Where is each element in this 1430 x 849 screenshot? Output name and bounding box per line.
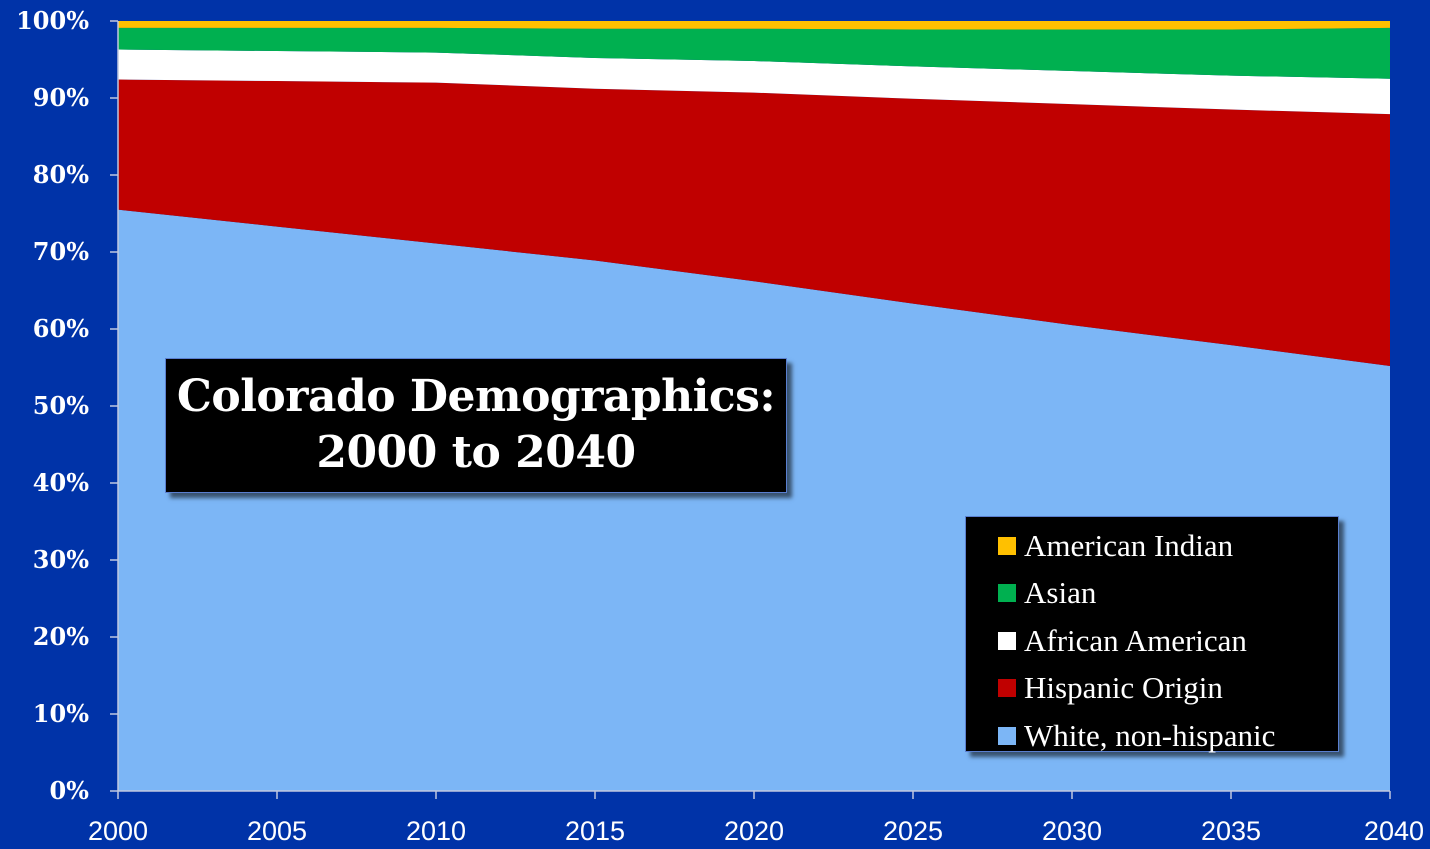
chart-legend: American Indian Asian African American H… [965, 516, 1339, 753]
area-asian [118, 27, 1390, 79]
area-african-american [118, 49, 1390, 115]
x-tick-label: 2025 [883, 816, 943, 846]
y-tick-label: 90% [33, 83, 89, 112]
legend-swatch-hispanic-origin [998, 679, 1016, 698]
legend-label-american-indian: American Indian [1024, 527, 1234, 563]
area-american-indian [118, 21, 1390, 30]
legend-swatch-white-non-hispanic [998, 726, 1016, 745]
x-axis-ticks: 2000 2005 2010 2015 2020 2025 2030 2035 2040 [88, 791, 1424, 846]
y-tick-label: 30% [33, 545, 89, 574]
legend-label-asian: Asian [1024, 575, 1097, 611]
y-tick-label: 80% [33, 160, 89, 189]
legend-item-american-indian: American Indian [998, 522, 1338, 570]
chart-title: Colorado Demographics: 2000 to 2040 [165, 358, 787, 493]
legend-swatch-asian [998, 584, 1016, 603]
y-tick-label: 100% [16, 6, 89, 35]
legend-label-white-non-hispanic: White, non-hispanic [1024, 717, 1276, 753]
x-tick-label: 2015 [565, 816, 625, 846]
y-axis-ticks: 0% 10% 20% 30% 40% 50% 60% 70% 80% 90% 100% [16, 6, 118, 805]
y-tick-label: 70% [33, 237, 89, 266]
y-tick-label: 40% [33, 468, 89, 497]
x-tick-label: 2005 [247, 816, 307, 846]
x-tick-label: 2000 [88, 816, 148, 846]
x-tick-label: 2030 [1042, 816, 1102, 846]
legend-label-african-american: African American [1024, 622, 1247, 658]
legend-swatch-american-indian [998, 536, 1016, 555]
x-tick-label: 2035 [1201, 816, 1261, 846]
area-hispanic-origin [118, 79, 1390, 366]
x-tick-label: 2040 [1364, 816, 1424, 846]
chart-title-line-1: Colorado Demographics: [176, 371, 776, 422]
legend-item-asian: Asian [998, 570, 1338, 618]
y-tick-label: 20% [33, 622, 89, 651]
legend-swatch-african-american [998, 631, 1016, 650]
y-tick-label: 60% [33, 314, 89, 343]
chart-title-line-2: 2000 to 2040 [316, 427, 636, 478]
y-tick-label: 50% [33, 391, 89, 420]
legend-label-hispanic-origin: Hispanic Origin [1024, 670, 1223, 706]
legend-item-hispanic-origin: Hispanic Origin [998, 665, 1338, 713]
x-tick-label: 2020 [724, 816, 784, 846]
y-tick-label: 10% [33, 699, 89, 728]
y-tick-label: 0% [49, 776, 89, 805]
area-layers [118, 21, 1390, 791]
legend-item-white-non-hispanic: White, non-hispanic [998, 712, 1338, 760]
x-tick-label: 2010 [406, 816, 466, 846]
legend-item-african-american: African American [998, 617, 1338, 665]
